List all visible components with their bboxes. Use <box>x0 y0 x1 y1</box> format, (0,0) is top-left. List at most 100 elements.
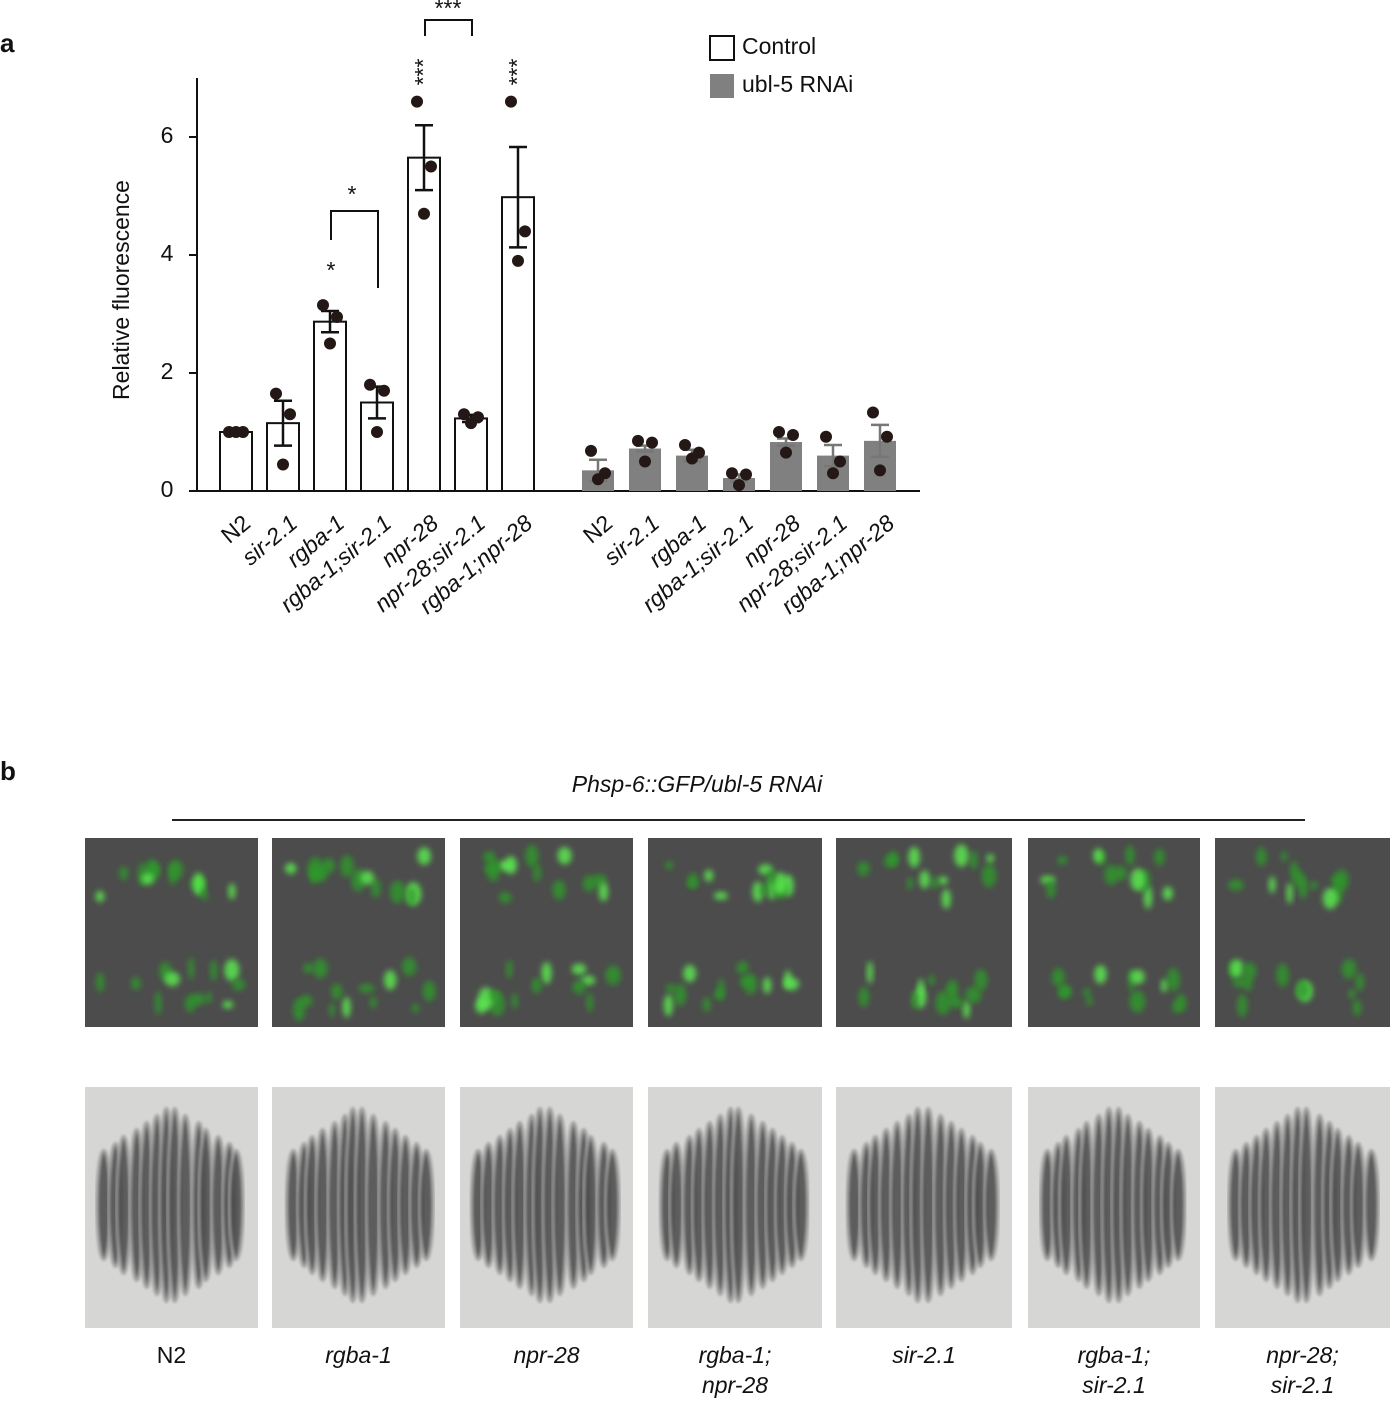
image-label: rgba-1 <box>325 1342 391 1368</box>
gfp-spot <box>299 994 313 1007</box>
gfp-spot <box>772 872 788 895</box>
gfp-spot <box>322 858 335 874</box>
bar <box>313 320 347 493</box>
gfp-spot <box>702 997 711 1013</box>
significance-mark: * <box>327 257 336 283</box>
gfp-spot <box>572 979 586 995</box>
gfp-spot <box>533 864 542 882</box>
data-point <box>834 455 846 468</box>
gfp-spot <box>486 858 500 882</box>
gfp-spot <box>883 854 898 868</box>
gfp-spot <box>498 892 512 904</box>
worm <box>792 1149 810 1261</box>
significance-bracket <box>424 19 473 36</box>
gfp-spot <box>1355 973 1364 991</box>
worm <box>1362 1149 1380 1261</box>
gfp-spot <box>119 866 129 881</box>
data-point <box>679 438 691 451</box>
image-label: N2 <box>157 1342 186 1368</box>
gfp-spot <box>858 986 869 1008</box>
gfp-spot <box>1268 876 1276 894</box>
gfp-spot <box>313 958 328 979</box>
image-label: rgba-1; <box>699 1342 772 1368</box>
gfp-spot <box>736 961 749 975</box>
data-point <box>773 426 785 438</box>
gfp-spot <box>411 1003 420 1013</box>
y-tick-label: 2 <box>161 358 174 384</box>
gfp-spot <box>914 986 927 1009</box>
gfp-spot <box>1058 986 1070 999</box>
data-point <box>418 207 430 220</box>
gfp-spot <box>1322 887 1338 910</box>
gfp-spot <box>200 888 208 901</box>
data-point <box>881 430 893 443</box>
gfp-spot <box>1330 875 1343 885</box>
gfp-spot <box>210 959 218 982</box>
gfp-spot <box>1309 881 1318 890</box>
error-bar <box>415 123 433 192</box>
micrographs: N2 rgba-1 npr-28 rgba-1; npr-28 sir-2.1 rgba-1… <box>85 838 1390 1398</box>
data-point <box>820 430 832 443</box>
worm <box>551 1114 569 1296</box>
gfp-spot <box>1341 959 1357 979</box>
image-label: npr-28 <box>513 1342 579 1368</box>
image-label: sir-2.1 <box>1271 1372 1335 1398</box>
gfp-spot <box>187 957 195 980</box>
gfp-spot <box>1232 977 1248 988</box>
gfp-spot <box>1237 994 1248 1018</box>
gfp-spot <box>96 972 105 993</box>
gfp-spot <box>154 991 162 1016</box>
gfp-spot <box>168 862 177 886</box>
gfp-spot <box>1348 988 1356 1000</box>
gfp-spot <box>541 962 552 984</box>
gfp-spot <box>131 976 141 991</box>
data-point <box>733 479 745 492</box>
gfp-spot <box>422 980 436 1002</box>
gfp-spot <box>552 880 566 900</box>
data-point <box>458 408 470 421</box>
gfp-spot <box>969 850 978 870</box>
gfp-spot <box>965 986 982 1004</box>
gfp-spot <box>683 964 697 983</box>
legend-swatch <box>709 35 735 61</box>
gfp-spot <box>360 870 375 885</box>
gfp-spot <box>1093 848 1104 863</box>
data-point <box>364 378 376 391</box>
gfp-spot <box>941 888 951 909</box>
gfp-spot <box>1129 990 1146 1013</box>
gfp-spot <box>504 856 517 875</box>
gfp-spot <box>285 862 297 875</box>
gfp-spot <box>228 883 236 900</box>
significance-mark: *** <box>435 0 462 21</box>
gfp-spot <box>95 890 105 903</box>
gfp-spot <box>505 959 513 979</box>
gfp-spot <box>483 851 496 863</box>
data-point <box>512 254 524 267</box>
gfp-spot <box>687 873 699 888</box>
gfp-spot <box>1094 964 1107 984</box>
data-point <box>585 444 597 457</box>
gfp-spot <box>713 891 728 900</box>
gfp-spot <box>141 873 154 885</box>
gfp-spot <box>571 963 587 975</box>
data-point <box>639 455 651 468</box>
data-point <box>465 417 477 430</box>
gfp-spot <box>605 965 621 986</box>
gfp-spot <box>407 887 416 906</box>
gfp-spot <box>1125 845 1135 866</box>
panel-label: b <box>0 756 16 786</box>
gfp-spot <box>1166 968 1180 992</box>
fluorescence-image <box>648 838 822 1027</box>
gfp-spot <box>1046 879 1056 899</box>
gfp-spot <box>1230 959 1244 978</box>
bar <box>407 156 441 492</box>
gfp-spot <box>665 983 676 994</box>
gfp-spot <box>962 1000 971 1019</box>
gfp-spot <box>906 876 914 890</box>
gfp-spot <box>928 974 936 986</box>
gfp-spot <box>911 991 918 1010</box>
data-point <box>519 225 531 238</box>
gfp-spot <box>384 970 397 990</box>
gfp-spot <box>525 844 539 868</box>
